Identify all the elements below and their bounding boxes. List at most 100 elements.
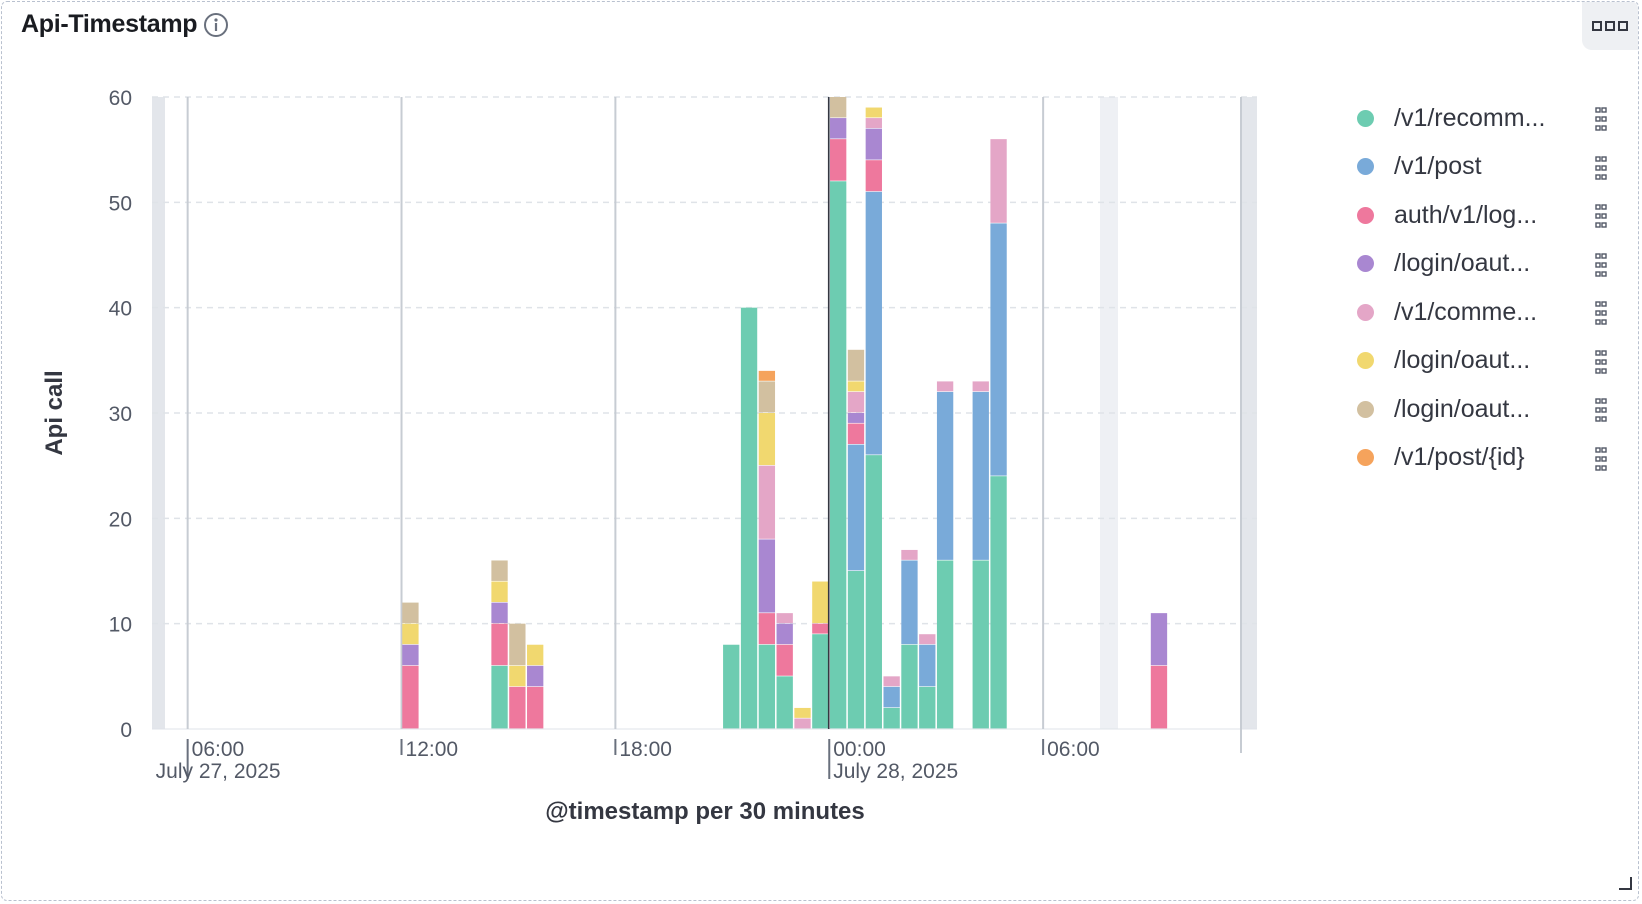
bar-segment[interactable]	[776, 644, 793, 676]
bar-segment[interactable]	[919, 644, 936, 687]
x-axis-title: @timestamp per 30 minutes	[545, 798, 865, 825]
bar-segment[interactable]	[847, 444, 865, 571]
bar-segment[interactable]	[758, 370, 776, 381]
bar-segment[interactable]	[740, 307, 758, 729]
bar-segment[interactable]	[865, 191, 882, 455]
legend-item[interactable]: /login/oaut...	[1342, 385, 1622, 434]
panel-options-button[interactable]	[1582, 2, 1638, 50]
bar-segment[interactable]	[865, 160, 882, 192]
legend-action-icon[interactable]	[1594, 299, 1608, 327]
bar-segment[interactable]	[402, 623, 419, 645]
bar-segment[interactable]	[990, 139, 1007, 223]
bar-segment[interactable]	[723, 644, 740, 729]
bar-segment[interactable]	[990, 476, 1007, 729]
bar-segment[interactable]	[883, 686, 900, 708]
legend-item[interactable]: /v1/post/{id}	[1342, 434, 1622, 483]
bar-segment[interactable]	[865, 455, 882, 729]
x-tick-label: 06:00	[1047, 738, 1100, 761]
bar-segment[interactable]	[794, 718, 811, 729]
bar-segment[interactable]	[776, 613, 793, 624]
bar-segment[interactable]	[491, 623, 508, 666]
bar-segment[interactable]	[919, 686, 936, 729]
legend-action-icon[interactable]	[1594, 154, 1608, 182]
legend-action-icon[interactable]	[1594, 202, 1608, 230]
bar-segment[interactable]	[1150, 613, 1168, 666]
bar-segment[interactable]	[509, 686, 526, 729]
bar-segment[interactable]	[812, 581, 829, 624]
bar-segment[interactable]	[847, 391, 865, 413]
legend-item[interactable]: /v1/post	[1342, 143, 1622, 192]
legend-item[interactable]: auth/v1/log...	[1342, 191, 1622, 240]
bar-segment[interactable]	[936, 381, 954, 392]
legend-color-dot	[1357, 255, 1374, 273]
bar-segment[interactable]	[847, 349, 865, 381]
bar-segment[interactable]	[972, 391, 989, 560]
bar-segment[interactable]	[936, 391, 954, 560]
info-icon[interactable]	[203, 12, 229, 38]
bar-segment[interactable]	[830, 97, 847, 118]
bar-segment[interactable]	[491, 560, 508, 581]
bar-segment[interactable]	[883, 676, 900, 687]
bar-segment[interactable]	[901, 644, 918, 729]
bar-segment[interactable]	[491, 602, 508, 624]
bar-segment[interactable]	[758, 613, 776, 645]
legend-item[interactable]: /v1/recomm...	[1342, 94, 1622, 143]
legend-color-dot	[1357, 352, 1374, 370]
legend-item[interactable]: /login/oaut...	[1342, 337, 1622, 386]
bar-segment[interactable]	[847, 571, 865, 729]
bar-segment[interactable]	[758, 644, 776, 729]
legend-item[interactable]: /v1/comme...	[1342, 288, 1622, 337]
bar-segment[interactable]	[402, 602, 419, 624]
legend-color-dot	[1357, 109, 1374, 127]
bar-segment[interactable]	[936, 560, 954, 729]
legend-item[interactable]: /login/oaut...	[1342, 240, 1622, 289]
bar-segment[interactable]	[758, 465, 776, 539]
bar-segment[interactable]	[901, 560, 918, 645]
bar-segment[interactable]	[847, 381, 865, 392]
bar-segment[interactable]	[527, 686, 544, 729]
bars-group	[402, 97, 1168, 729]
bar-segment[interactable]	[776, 676, 793, 729]
bar-segment[interactable]	[972, 381, 989, 392]
bar-segment[interactable]	[830, 139, 847, 181]
bar-segment[interactable]	[865, 118, 882, 128]
bar-segment[interactable]	[883, 707, 900, 729]
bar-segment[interactable]	[402, 665, 419, 729]
bar-segment[interactable]	[812, 634, 829, 729]
bar-segment[interactable]	[402, 644, 419, 666]
bar-segment[interactable]	[509, 665, 526, 687]
y-tick-label: 0	[120, 719, 132, 742]
legend-label: /login/oaut...	[1394, 346, 1531, 375]
bar-segment[interactable]	[847, 413, 865, 423]
bar-segment[interactable]	[865, 107, 882, 118]
bar-segment[interactable]	[794, 707, 811, 718]
legend-action-icon[interactable]	[1594, 251, 1608, 279]
bar-segment[interactable]	[527, 644, 544, 666]
bar-segment[interactable]	[758, 413, 776, 466]
bar-segment[interactable]	[509, 623, 526, 666]
bar-segment[interactable]	[812, 623, 829, 634]
bar-segment[interactable]	[919, 634, 936, 645]
resize-corner-icon[interactable]	[1618, 876, 1632, 890]
bar-segment[interactable]	[865, 128, 882, 160]
bar-segment[interactable]	[758, 381, 776, 413]
bar-segment[interactable]	[776, 623, 793, 645]
bar-segment[interactable]	[901, 549, 918, 560]
bar-segment[interactable]	[758, 539, 776, 613]
legend-action-icon[interactable]	[1594, 396, 1608, 424]
bar-segment[interactable]	[847, 423, 865, 444]
bar-segment[interactable]	[491, 581, 508, 602]
bar-segment[interactable]	[990, 223, 1007, 476]
bar-segment[interactable]	[830, 181, 847, 729]
bar-segment[interactable]	[1150, 665, 1168, 729]
legend-action-icon[interactable]	[1594, 348, 1608, 376]
bar-segment[interactable]	[527, 665, 544, 687]
bar-segment[interactable]	[491, 665, 508, 729]
x-tick-sublabel: July 28, 2025	[833, 760, 958, 783]
bar-segment[interactable]	[830, 118, 847, 139]
legend-action-icon[interactable]	[1594, 445, 1608, 473]
legend-action-icon[interactable]	[1594, 105, 1608, 133]
bar-segment[interactable]	[972, 560, 989, 729]
